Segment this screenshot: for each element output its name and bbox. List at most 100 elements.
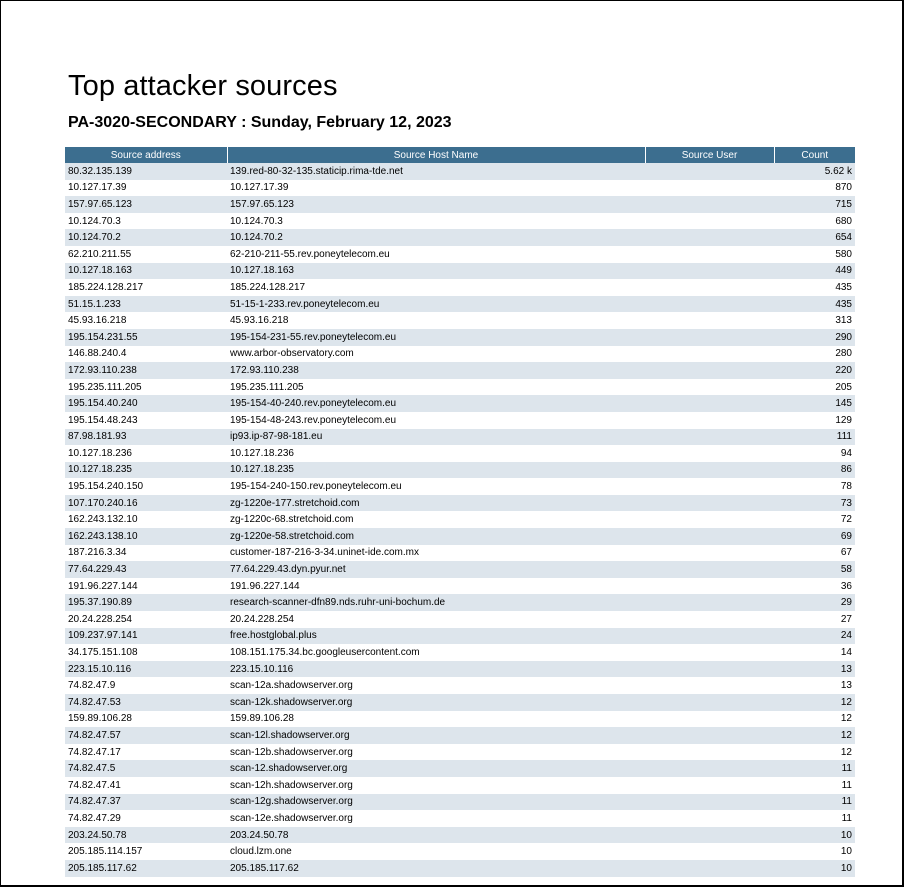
source-user-cell: [645, 494, 774, 512]
table-header-row: Source address Source Host Name Source U…: [65, 147, 855, 163]
source-host-name-cell: scan-12.shadowserver.org: [227, 760, 645, 777]
source-address-cell: 10.124.70.3: [65, 212, 227, 230]
count-cell: 78: [774, 478, 855, 495]
source-user-cell: [645, 345, 774, 363]
count-cell: 313: [774, 312, 855, 329]
table-row: 203.24.50.78 203.24.50.78 10: [65, 826, 855, 844]
source-host-name-cell: zg-1220c-68.stretchoid.com: [227, 511, 645, 529]
source-address-cell: 159.89.106.28: [65, 710, 227, 728]
count-cell: 12: [774, 694, 855, 711]
count-cell: 14: [774, 644, 855, 661]
source-host-name-cell: scan-12k.shadowserver.org: [227, 694, 645, 711]
source-user-cell: [645, 395, 774, 412]
count-cell: 111: [774, 428, 855, 446]
source-address-cell: 10.127.18.236: [65, 445, 227, 462]
column-header-source-user: Source User: [645, 147, 775, 163]
source-host-name-cell: 108.151.175.34.bc.googleusercontent.com: [227, 644, 645, 661]
table-row: 195.235.111.205 195.235.111.205 205: [65, 378, 855, 396]
source-address-cell: 74.82.47.57: [65, 727, 227, 744]
source-address-cell: 74.82.47.41: [65, 776, 227, 794]
report-subtitle: PA-3020-SECONDARY : Sunday, February 12,…: [68, 114, 452, 131]
source-host-name-cell: 10.127.18.235: [227, 461, 645, 479]
source-address-cell: 162.243.138.10: [65, 528, 227, 545]
source-address-cell: 10.127.17.39: [65, 179, 227, 197]
table-row: 10.127.18.236 10.127.18.236 94: [65, 445, 855, 462]
count-cell: 10: [774, 826, 855, 844]
source-user-cell: [645, 743, 774, 761]
table-row: 185.224.128.217 185.224.128.217 435: [65, 279, 855, 296]
count-cell: 680: [774, 212, 855, 230]
source-address-cell: 195.154.40.240: [65, 395, 227, 412]
table-row: 74.82.47.41 scan-12h.shadowserver.org 11: [65, 776, 855, 794]
column-header-source-host-name: Source Host Name: [227, 147, 646, 163]
table-row: 77.64.229.43 77.64.229.43.dyn.pyur.net 58: [65, 561, 855, 578]
count-cell: 12: [774, 727, 855, 744]
source-host-name-cell: scan-12h.shadowserver.org: [227, 776, 645, 794]
source-user-cell: [645, 859, 774, 877]
source-host-name-cell: scan-12g.shadowserver.org: [227, 793, 645, 811]
table-row: 172.93.110.238 172.93.110.238 220: [65, 362, 855, 379]
table-row: 34.175.151.108 108.151.175.34.bc.googleus…: [65, 644, 855, 661]
source-address-cell: 146.88.240.4: [65, 345, 227, 363]
source-host-name-cell: 195-154-231-55.rev.poneytelecom.eu: [227, 328, 645, 346]
table-row: 195.154.231.55 195-154-231-55.rev.poneyte…: [65, 328, 855, 346]
table-row: 191.96.227.144 191.96.227.144 36: [65, 577, 855, 595]
source-user-cell: [645, 843, 774, 860]
source-host-name-cell: 139.red-80-32-135.staticip.rima-tde.net: [227, 163, 645, 180]
source-host-name-cell: 195-154-40-240.rev.poneytelecom.eu: [227, 395, 645, 412]
count-cell: 69: [774, 528, 855, 545]
count-cell: 13: [774, 660, 855, 678]
table-row: 74.82.47.9 scan-12a.shadowserver.org 13: [65, 677, 855, 694]
source-address-cell: 203.24.50.78: [65, 826, 227, 844]
table-row: 74.82.47.17 scan-12b.shadowserver.org 12: [65, 743, 855, 761]
source-host-name-cell: 20.24.228.254: [227, 611, 645, 628]
source-user-cell: [645, 279, 774, 296]
source-host-name-cell: 159.89.106.28: [227, 710, 645, 728]
table-row: 205.185.117.62 205.185.117.62 10: [65, 859, 855, 877]
source-address-cell: 195.37.190.89: [65, 594, 227, 612]
table-row: 74.82.47.53 scan-12k.shadowserver.org 12: [65, 694, 855, 711]
source-address-cell: 20.24.228.254: [65, 611, 227, 628]
source-host-name-cell: zg-1220e-58.stretchoid.com: [227, 528, 645, 545]
table-row: 74.82.47.57 scan-12l.shadowserver.org 12: [65, 727, 855, 744]
count-cell: 435: [774, 279, 855, 296]
source-address-cell: 10.124.70.2: [65, 229, 227, 246]
source-host-name-cell: 51-15-1-233.rev.poneytelecom.eu: [227, 295, 645, 313]
source-address-cell: 109.237.97.141: [65, 627, 227, 645]
source-user-cell: [645, 677, 774, 694]
source-host-name-cell: 45.93.16.218: [227, 312, 645, 329]
count-cell: 205: [774, 378, 855, 396]
source-user-cell: [645, 312, 774, 329]
table-row: 195.37.190.89 research-scanner-dfn89.nds.…: [65, 594, 855, 612]
count-cell: 290: [774, 328, 855, 346]
source-address-cell: 10.127.18.235: [65, 461, 227, 479]
source-user-cell: [645, 810, 774, 827]
source-address-cell: 74.82.47.9: [65, 677, 227, 694]
source-user-cell: [645, 544, 774, 562]
count-cell: 86: [774, 461, 855, 479]
table-row: 187.216.3.34 customer-187-216-3-34.uninet…: [65, 544, 855, 562]
source-host-name-cell: 191.96.227.144: [227, 577, 645, 595]
source-user-cell: [645, 644, 774, 661]
source-address-cell: 74.82.47.5: [65, 760, 227, 777]
source-address-cell: 191.96.227.144: [65, 577, 227, 595]
table-row: 51.15.1.233 51-15-1-233.rev.poneytelecom.…: [65, 295, 855, 313]
source-user-cell: [645, 611, 774, 628]
source-user-cell: [645, 362, 774, 379]
source-user-cell: [645, 826, 774, 844]
source-user-cell: [645, 445, 774, 462]
count-cell: 435: [774, 295, 855, 313]
count-cell: 11: [774, 776, 855, 794]
source-user-cell: [645, 511, 774, 529]
source-host-name-cell: 223.15.10.116: [227, 660, 645, 678]
count-cell: 129: [774, 411, 855, 429]
source-host-name-cell: 185.224.128.217: [227, 279, 645, 296]
count-cell: 27: [774, 611, 855, 628]
source-host-name-cell: free.hostglobal.plus: [227, 627, 645, 645]
table-row: 162.243.132.10 zg-1220c-68.stretchoid.com…: [65, 511, 855, 529]
source-address-cell: 74.82.47.53: [65, 694, 227, 711]
count-cell: 24: [774, 627, 855, 645]
count-cell: 580: [774, 245, 855, 263]
source-host-name-cell: scan-12b.shadowserver.org: [227, 743, 645, 761]
